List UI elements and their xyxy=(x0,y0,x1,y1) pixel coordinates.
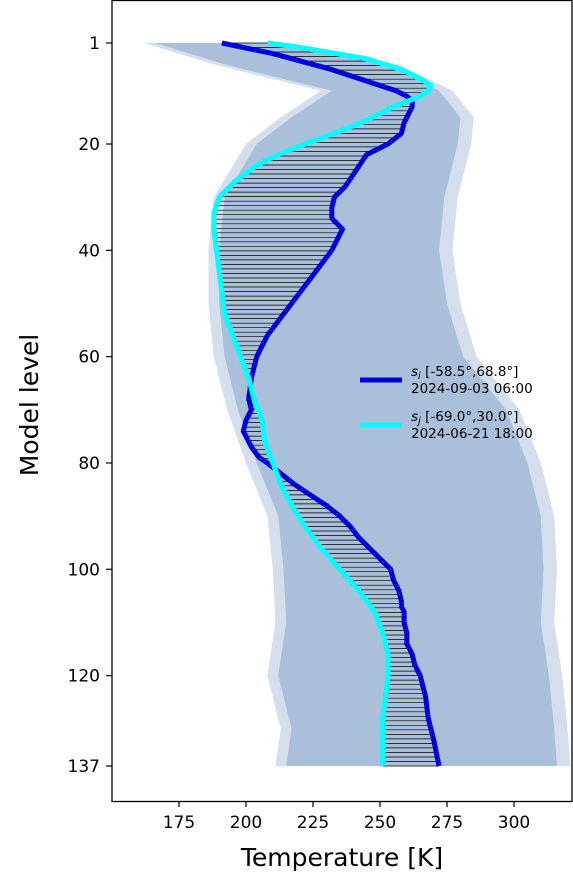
y-tick-label: 20 xyxy=(78,135,100,155)
legend-label-series-j: sj [-69.0°,30.0°] xyxy=(411,409,518,427)
y-tick-label: 137 xyxy=(68,757,100,777)
difference-hatch-layer xyxy=(213,42,439,767)
x-tick-label: 300 xyxy=(498,813,530,833)
y-tick-label: 1 xyxy=(89,34,100,54)
x-tick-label: 225 xyxy=(297,813,329,833)
plot-frame xyxy=(111,0,573,803)
legend-date-series-i: 2024-09-03 06:00 xyxy=(411,381,533,397)
y-tick-label: 80 xyxy=(78,454,100,474)
y-tick-label: 120 xyxy=(68,667,100,687)
series-j-profile-line xyxy=(211,40,434,766)
x-axis-label: Temperature [K] xyxy=(240,843,443,872)
x-tick-label: 175 xyxy=(163,813,195,833)
legend-label-series-i: si [-58.5°,68.8°] xyxy=(411,364,518,382)
y-tick-label: 40 xyxy=(78,241,100,261)
y-tick-label: 60 xyxy=(78,348,100,368)
series-layer xyxy=(211,40,442,767)
series-i-profile-line xyxy=(221,40,442,767)
y-tick-label: 100 xyxy=(68,560,100,580)
y-axis-label: Model level xyxy=(15,334,44,476)
legend-date-series-j: 2024-06-21 18:00 xyxy=(411,426,533,442)
legend: si [-58.5°,68.8°] 2024-09-03 06:00 sj [-… xyxy=(360,364,533,442)
x-tick-label: 200 xyxy=(230,813,262,833)
x-tick-label: 275 xyxy=(431,813,463,833)
x-tick-label: 250 xyxy=(364,813,396,833)
x-axis: 175 200 225 250 275 300 xyxy=(163,801,530,833)
